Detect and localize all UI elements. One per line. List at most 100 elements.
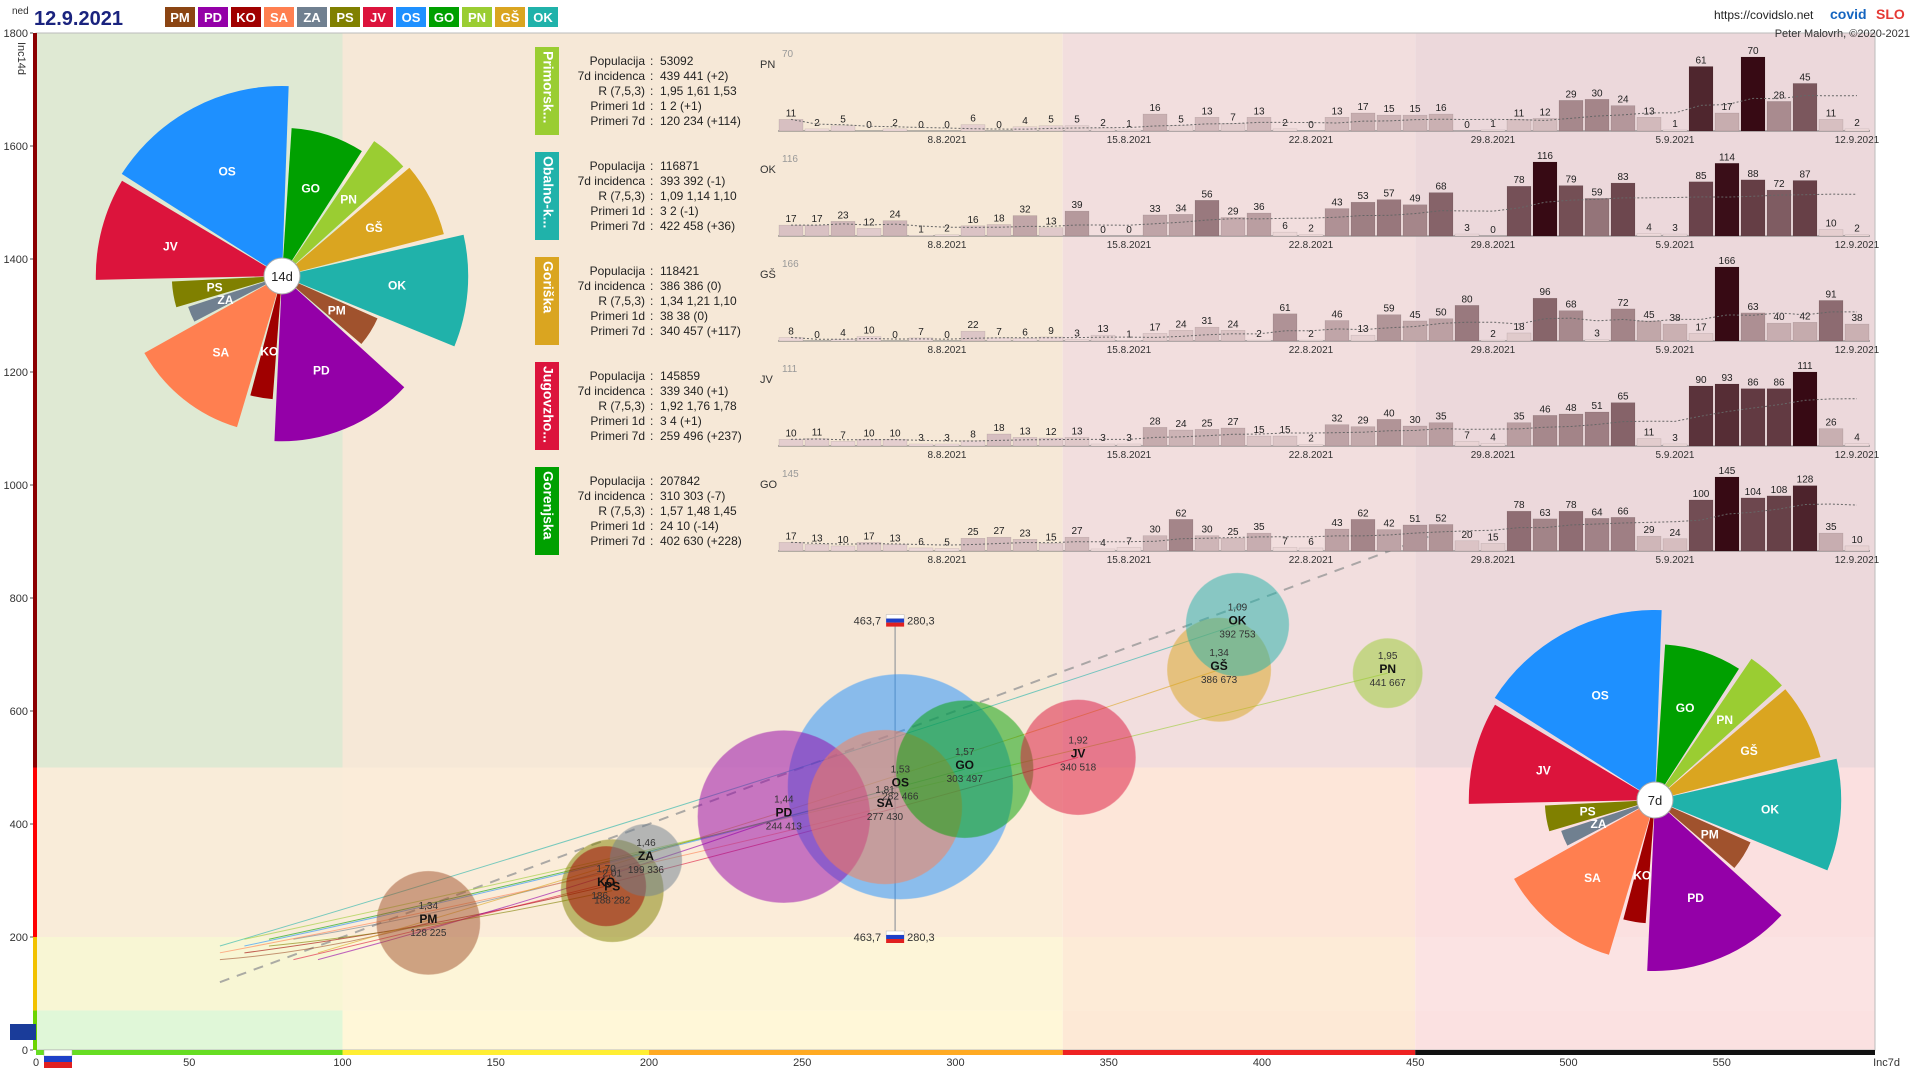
region-tag-PM[interactable]: PM [165, 7, 195, 27]
bar-label: 59 [1383, 304, 1395, 315]
panel-code: JV [760, 374, 774, 386]
bar [1351, 202, 1375, 236]
bar [1403, 525, 1427, 551]
bar-label: 29 [1643, 525, 1655, 536]
stat-colon: : [650, 294, 653, 308]
bar-label: 57 [1383, 189, 1395, 200]
bar [1013, 216, 1037, 236]
pie-slice-label-KO: KO [1633, 868, 1651, 882]
bar-label: 2 [1308, 224, 1314, 235]
bar-label: 24 [1227, 319, 1239, 330]
stat-key: R (7,5,3) [598, 504, 645, 518]
region-tag-label: PM [170, 10, 190, 25]
bar-label: 68 [1565, 300, 1577, 311]
bar-label: 1 [1126, 119, 1132, 130]
bar [1715, 267, 1739, 341]
stat-key: Primeri 1d [590, 99, 645, 113]
bubble-r-PM: 1,34 [419, 901, 439, 912]
bar-label: 28 [1773, 90, 1785, 101]
slovenia-flag-top-1 [886, 615, 904, 619]
panel-code: GO [760, 479, 778, 491]
region-tag-OS[interactable]: OS [396, 7, 426, 27]
bar-label: 13 [1201, 106, 1213, 117]
region-tag-GO[interactable]: GO [429, 7, 459, 27]
region-tag-KO[interactable]: KO [231, 7, 261, 27]
bar-label: 87 [1799, 170, 1811, 181]
bubble-label-GŠ: GŠ [1210, 658, 1227, 673]
bar-label: 0 [918, 120, 924, 131]
stat-colon: : [650, 429, 653, 443]
region-tag-GŠ[interactable]: GŠ [495, 7, 525, 27]
bar-label: 4 [1490, 432, 1496, 443]
stat-value: 24 10 (-14) [660, 519, 719, 533]
date-label: 12.9.2021 [34, 8, 123, 30]
stat-key: 7d incidenca [578, 174, 646, 188]
bar-label: 62 [1357, 508, 1369, 519]
stat-value: 386 386 (0) [660, 279, 721, 293]
panel-date: 15.8.2021 [1107, 135, 1152, 146]
bar-label: 0 [1308, 120, 1314, 131]
bar-label: 45 [1799, 72, 1811, 83]
region-tag-label: ZA [303, 10, 321, 25]
y-tick-label: 800 [10, 593, 28, 605]
bar-label: 8 [970, 430, 976, 441]
bar-label: 38 [1851, 313, 1863, 324]
panel-date: 15.8.2021 [1107, 450, 1152, 461]
bar-label: 29 [1357, 416, 1369, 427]
bar [1481, 443, 1505, 446]
region-tag-ZA[interactable]: ZA [297, 7, 327, 27]
bar [1793, 181, 1817, 237]
bar-label: 0 [1490, 225, 1496, 236]
bar [1767, 323, 1791, 341]
bar-label: 114 [1719, 152, 1735, 163]
region-tag-SA[interactable]: SA [264, 7, 294, 27]
bar-label: 65 [1617, 392, 1629, 403]
bar-label: 7 [918, 327, 924, 338]
bar-label: 78 [1513, 175, 1525, 186]
region-tag-PN[interactable]: PN [462, 7, 492, 27]
bar-label: 85 [1695, 171, 1707, 182]
bar [1663, 130, 1687, 131]
bar [1377, 115, 1401, 131]
x-level-bar-2 [649, 1050, 1063, 1055]
bubble-r-GŠ: 1,34 [1209, 648, 1229, 659]
stat-value: 1,95 1,61 1,53 [660, 84, 737, 98]
slovenia-marker-y-bottom: 463,7 [854, 932, 882, 944]
bar [1741, 389, 1765, 446]
region-tag-JV[interactable]: JV [363, 7, 393, 27]
pie-center-label: 14d [271, 269, 293, 284]
bar [831, 441, 855, 446]
bar [909, 444, 933, 446]
bar [1585, 412, 1609, 446]
bar-label: 11 [786, 108, 797, 119]
stat-key: Primeri 7d [590, 114, 645, 128]
stat-value: 3 2 (-1) [660, 204, 699, 218]
bar [1741, 498, 1765, 551]
bar-label: 27 [993, 526, 1005, 537]
bar [1611, 309, 1635, 341]
bar-label: 43 [1331, 518, 1343, 529]
bubble-pair-OS: 282 466 [882, 792, 919, 803]
region-tag-PD[interactable]: PD [198, 7, 228, 27]
site-url[interactable]: https://covidslo.net [1714, 8, 1814, 22]
bar [1429, 319, 1453, 341]
region-tag-PS[interactable]: PS [330, 7, 360, 27]
y-tick-label: 1000 [4, 480, 28, 492]
bar [1403, 426, 1427, 446]
bar [1507, 423, 1531, 446]
bar-label: 36 [1253, 202, 1265, 213]
bar [779, 542, 803, 551]
bar [1663, 539, 1687, 551]
bar [1819, 230, 1843, 236]
region-tag-OK[interactable]: OK [528, 7, 558, 27]
bar-label: 61 [1279, 303, 1291, 314]
bar-label: 51 [1591, 401, 1603, 412]
bar-label: 18 [993, 423, 1005, 434]
bar-label: 10 [1825, 219, 1837, 230]
bar-label: 35 [1435, 412, 1447, 423]
bar [1143, 114, 1167, 131]
panel-date: 12.9.2021 [1835, 345, 1880, 356]
bar-label: 6 [1282, 221, 1288, 232]
bar [1507, 186, 1531, 236]
bar-label: 78 [1513, 500, 1525, 511]
